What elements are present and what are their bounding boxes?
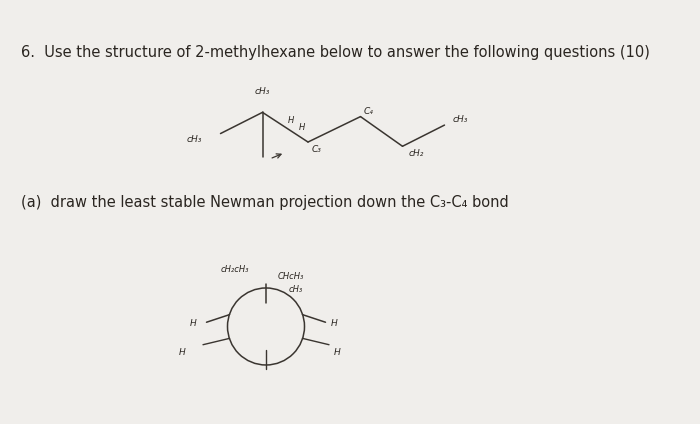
Text: cH₃: cH₃ — [255, 86, 270, 96]
Text: cH₂cH₃: cH₂cH₃ — [220, 265, 248, 274]
Text: cH₃: cH₃ — [187, 134, 202, 144]
Text: H: H — [331, 318, 338, 328]
Text: cH₂: cH₂ — [409, 149, 424, 158]
Text: H: H — [334, 348, 341, 357]
Text: (a)  draw the least stable Newman projection down the C₃-C₄ bond: (a) draw the least stable Newman project… — [21, 195, 509, 210]
Text: H: H — [190, 318, 197, 328]
Text: H: H — [178, 348, 186, 357]
Text: C₃: C₃ — [312, 145, 321, 154]
Text: cH₃: cH₃ — [452, 115, 468, 124]
Text: C₄: C₄ — [364, 106, 374, 116]
Text: 6.  Use the structure of 2-methylhexane below to answer the following questions : 6. Use the structure of 2-methylhexane b… — [21, 45, 650, 59]
Text: cH₃: cH₃ — [288, 285, 302, 294]
Text: H: H — [300, 123, 305, 132]
Text: H: H — [288, 116, 293, 126]
Text: CHcH₃: CHcH₃ — [277, 272, 304, 281]
